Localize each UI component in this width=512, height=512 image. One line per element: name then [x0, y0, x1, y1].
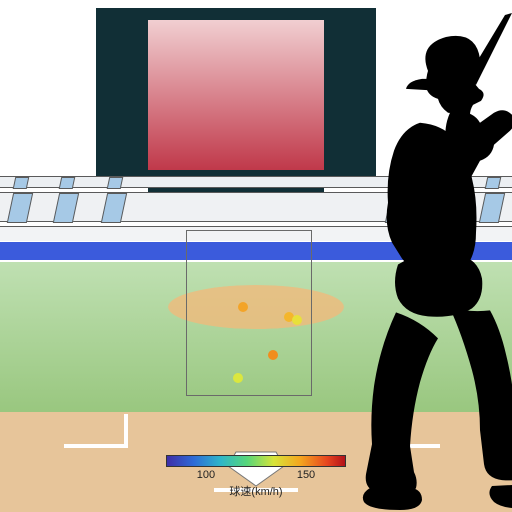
strike-zone	[186, 230, 312, 396]
legend-colorbar	[166, 455, 346, 467]
scoreboard-screen	[148, 20, 324, 170]
pitch-location-chart: 100 150 球速(km/h)	[0, 0, 512, 512]
legend-ticks: 100 150	[166, 469, 346, 483]
legend-label: 球速(km/h)	[160, 483, 352, 499]
legend-tick: 100	[197, 469, 215, 481]
velocity-legend: 100 150 球速(km/h)	[160, 455, 352, 499]
pitch-marker	[238, 302, 248, 312]
pitch-marker	[268, 350, 278, 360]
legend-tick: 150	[297, 469, 315, 481]
pitch-marker	[233, 373, 243, 383]
batter-silhouette	[300, 13, 512, 512]
